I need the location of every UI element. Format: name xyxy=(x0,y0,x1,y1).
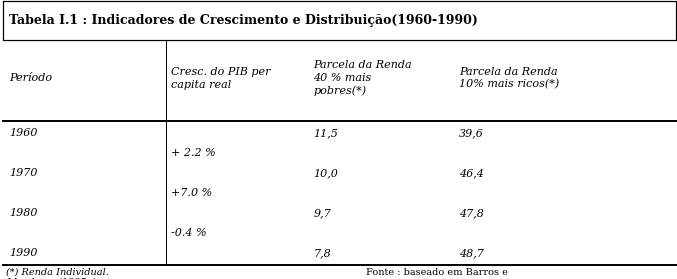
Text: 48,7: 48,7 xyxy=(459,248,484,258)
Text: Parcela da Renda
40 % mais
pobres(*): Parcela da Renda 40 % mais pobres(*) xyxy=(313,60,412,96)
Text: 1960: 1960 xyxy=(9,128,37,138)
Text: 47,8: 47,8 xyxy=(459,208,484,218)
Text: Tabela I.1 : Indicadores de Crescimento e Distribuição(1960-1990): Tabela I.1 : Indicadores de Crescimento … xyxy=(9,15,478,27)
Text: + 2.2 %: + 2.2 % xyxy=(171,148,216,158)
Text: 11,5: 11,5 xyxy=(313,128,338,138)
Text: -0.4 %: -0.4 % xyxy=(171,228,207,238)
Text: Parcela da Renda
10% mais ricos(*): Parcela da Renda 10% mais ricos(*) xyxy=(459,66,559,90)
Text: Cresc. do PIB per
capita real: Cresc. do PIB per capita real xyxy=(171,67,271,90)
Bar xyxy=(3,1,676,40)
Text: 9,7: 9,7 xyxy=(313,208,331,218)
Text: 7,8: 7,8 xyxy=(313,248,331,258)
Text: 1990: 1990 xyxy=(9,248,37,258)
Text: Fonte : baseado em Barros e: Fonte : baseado em Barros e xyxy=(366,268,508,276)
Text: (*) Renda Individual.
Mendonça(1995a): (*) Renda Individual. Mendonça(1995a) xyxy=(6,268,109,279)
Text: 39,6: 39,6 xyxy=(459,128,484,138)
Text: Período: Período xyxy=(9,73,52,83)
Text: +7.0 %: +7.0 % xyxy=(171,188,213,198)
Text: 10,0: 10,0 xyxy=(313,168,338,178)
Text: 1970: 1970 xyxy=(9,168,37,178)
Text: 46,4: 46,4 xyxy=(459,168,484,178)
Text: 1980: 1980 xyxy=(9,208,37,218)
